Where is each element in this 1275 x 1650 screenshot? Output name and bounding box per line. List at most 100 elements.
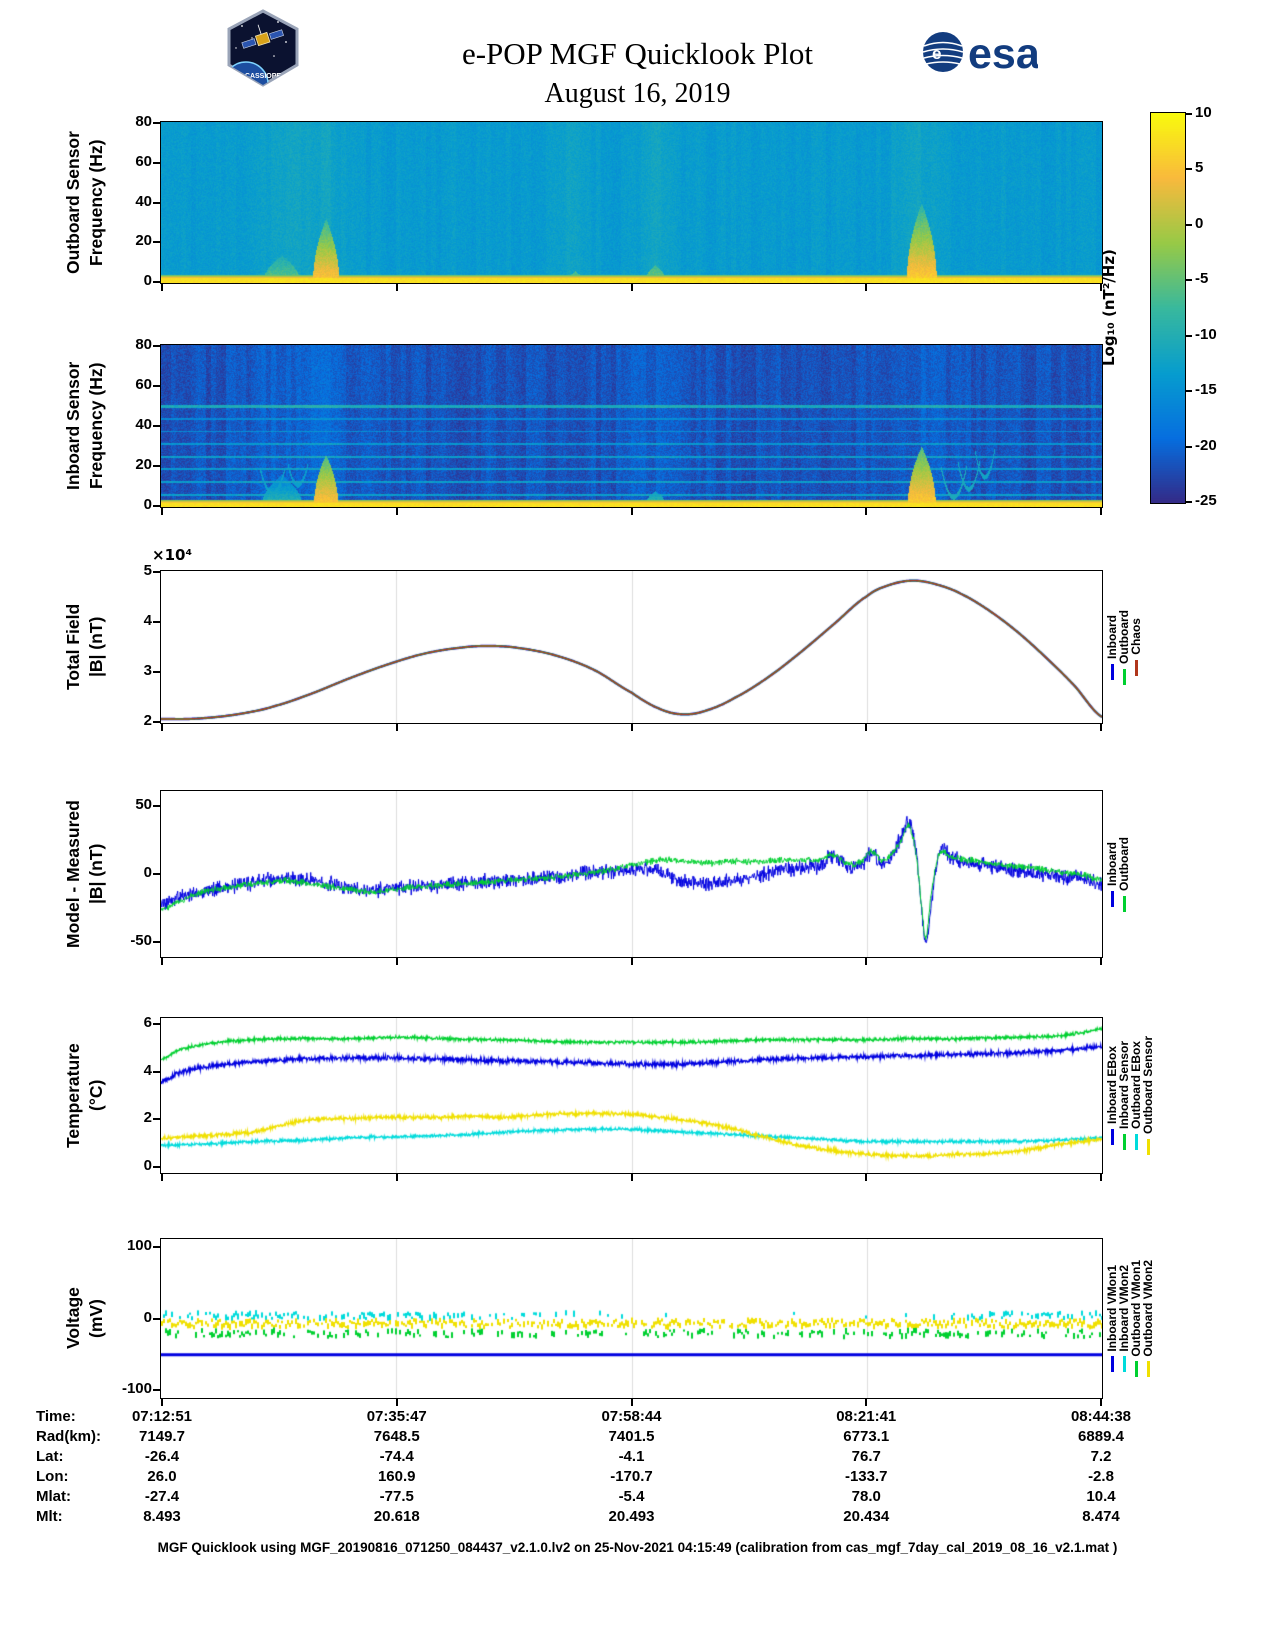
table-cell: 20.493 xyxy=(608,1508,655,1525)
outboard-spectrogram-canvas xyxy=(161,122,1102,283)
y-tick-mark xyxy=(153,621,160,623)
table-row-label: Mlt: xyxy=(36,1508,63,1525)
legend-entry: Outboard Sensor xyxy=(1141,1035,1155,1155)
y-tick-label: 80 xyxy=(135,113,152,130)
colorbar-tick-mark xyxy=(1186,113,1192,115)
table-cell: 6773.1 xyxy=(843,1428,890,1445)
y-tick-label: 40 xyxy=(135,192,152,210)
legend-color-dash xyxy=(1110,890,1114,907)
colorbar-tick-label: 5 xyxy=(1195,159,1204,177)
colorbar-tick-label: -20 xyxy=(1195,436,1217,454)
y-tick-label: 20 xyxy=(135,456,152,473)
legend-entry: Inboard Sensor xyxy=(1117,1041,1131,1150)
y-tick-label: 80 xyxy=(135,336,152,353)
x-tick-mark xyxy=(1100,284,1102,291)
x-tick-mark xyxy=(865,958,868,965)
y-tick-label: 100 xyxy=(126,1237,152,1255)
legend-label: Outboard Sensor xyxy=(1141,1035,1155,1134)
x-tick-mark xyxy=(630,1399,633,1406)
y-tick-label: 0 xyxy=(143,272,152,289)
x-tick-mark xyxy=(395,724,398,731)
x-tick-mark xyxy=(395,958,398,965)
colorbar-tick-label: -15 xyxy=(1195,381,1217,399)
x-tick-mark xyxy=(865,1174,868,1181)
legend-color-dash xyxy=(1134,1134,1138,1150)
total-field-ylabel: Total Field |B| (nT) xyxy=(62,570,114,724)
colorbar-gradient-canvas xyxy=(1151,113,1185,503)
temperature-canvas xyxy=(161,1018,1102,1173)
y-tick-label: 5 xyxy=(143,562,152,579)
colorbar-tick-label: -10 xyxy=(1195,325,1217,343)
y-tick-label: 20 xyxy=(135,232,152,250)
x-tick-mark xyxy=(630,508,633,515)
x-tick-mark xyxy=(1100,508,1102,515)
y-tick-mark xyxy=(153,721,160,723)
table-cell: 7401.5 xyxy=(608,1428,655,1445)
table-cell: -5.4 xyxy=(618,1488,645,1505)
legend-color-dash xyxy=(1134,659,1138,676)
table-cell: -170.7 xyxy=(610,1468,653,1485)
colorbar-tick-mark xyxy=(1186,445,1192,448)
total-field-scale-label: ×10⁴ xyxy=(152,546,193,564)
y-tick-mark xyxy=(153,804,160,807)
ylabel-line: Voltage xyxy=(63,1287,83,1350)
x-tick-mark xyxy=(161,284,163,291)
legend-label: Outboard VMon2 xyxy=(1141,1259,1155,1357)
total-field-plot xyxy=(160,570,1103,724)
x-tick-mark xyxy=(1100,724,1102,731)
x-tick-mark xyxy=(630,724,633,731)
y-tick-mark xyxy=(153,385,160,387)
table-cell: 8.493 xyxy=(143,1508,181,1525)
x-tick-mark xyxy=(161,508,163,515)
total-field-legend: Inboard Outboard Chaos xyxy=(1105,570,1143,724)
table-cell: 07:58:44 xyxy=(601,1408,662,1425)
legend-label: Chaos xyxy=(1129,618,1143,655)
patch-mission-name: CASSIOPE xyxy=(245,73,282,80)
colorbar-tick-label: 10 xyxy=(1195,104,1212,121)
table-cell: -26.4 xyxy=(144,1448,180,1465)
y-tick-mark xyxy=(153,345,160,347)
x-tick-mark xyxy=(1100,1399,1102,1406)
y-tick-label: 0 xyxy=(143,1308,152,1326)
table-row-label: Mlat: xyxy=(36,1488,71,1505)
y-tick-mark xyxy=(153,161,160,164)
y-tick-label: 0 xyxy=(143,864,152,881)
page-date: August 16, 2019 xyxy=(544,78,731,109)
temperature-legend: Inboard EBox Inboard Sensor Outboard EBox O… xyxy=(1105,1017,1155,1174)
legend-entry: Outboard xyxy=(1117,610,1131,685)
esa-logo: e esa xyxy=(922,30,1038,78)
y-tick-mark xyxy=(153,425,160,427)
x-tick-mark xyxy=(395,508,398,515)
legend-entry: Chaos xyxy=(1129,618,1143,676)
patch-satellite xyxy=(241,24,284,49)
x-tick-mark xyxy=(865,284,868,291)
legend-entry: Outboard VMon2 xyxy=(1141,1259,1155,1378)
y-tick-mark xyxy=(153,873,160,875)
legend-entry: Inboard VMon2 xyxy=(1117,1265,1131,1373)
x-tick-mark xyxy=(161,1174,163,1181)
y-tick-mark xyxy=(153,505,160,507)
x-tick-mark xyxy=(395,1399,398,1406)
svg-text:e: e xyxy=(932,44,941,63)
legend-color-dash xyxy=(1122,895,1126,912)
y-tick-label: 2 xyxy=(143,712,152,729)
y-tick-mark xyxy=(153,1388,160,1391)
y-tick-label: 3 xyxy=(143,662,152,679)
x-tick-mark xyxy=(865,508,868,515)
table-cell: 08:21:41 xyxy=(836,1408,897,1425)
table-cell: -4.1 xyxy=(618,1448,645,1465)
temperature-ylabel: Temperature (°C) xyxy=(62,1017,114,1174)
table-cell: 08:44:38 xyxy=(1070,1408,1132,1425)
table-cell: 160.9 xyxy=(377,1468,416,1485)
table-cell: 76.7 xyxy=(851,1448,881,1465)
y-tick-label: 4 xyxy=(143,612,152,629)
y-tick-mark xyxy=(153,1118,160,1121)
colorbar-label: Log₁₀ (nT²/Hz) xyxy=(1100,249,1118,367)
ylabel-line: (°C) xyxy=(86,1079,106,1112)
legend-color-dash xyxy=(1146,1139,1150,1155)
y-tick-mark xyxy=(153,1166,160,1169)
table-cell: 26.0 xyxy=(147,1468,177,1485)
total-field-canvas xyxy=(161,571,1102,723)
ylabel-line: Inboard Sensor xyxy=(63,361,83,491)
